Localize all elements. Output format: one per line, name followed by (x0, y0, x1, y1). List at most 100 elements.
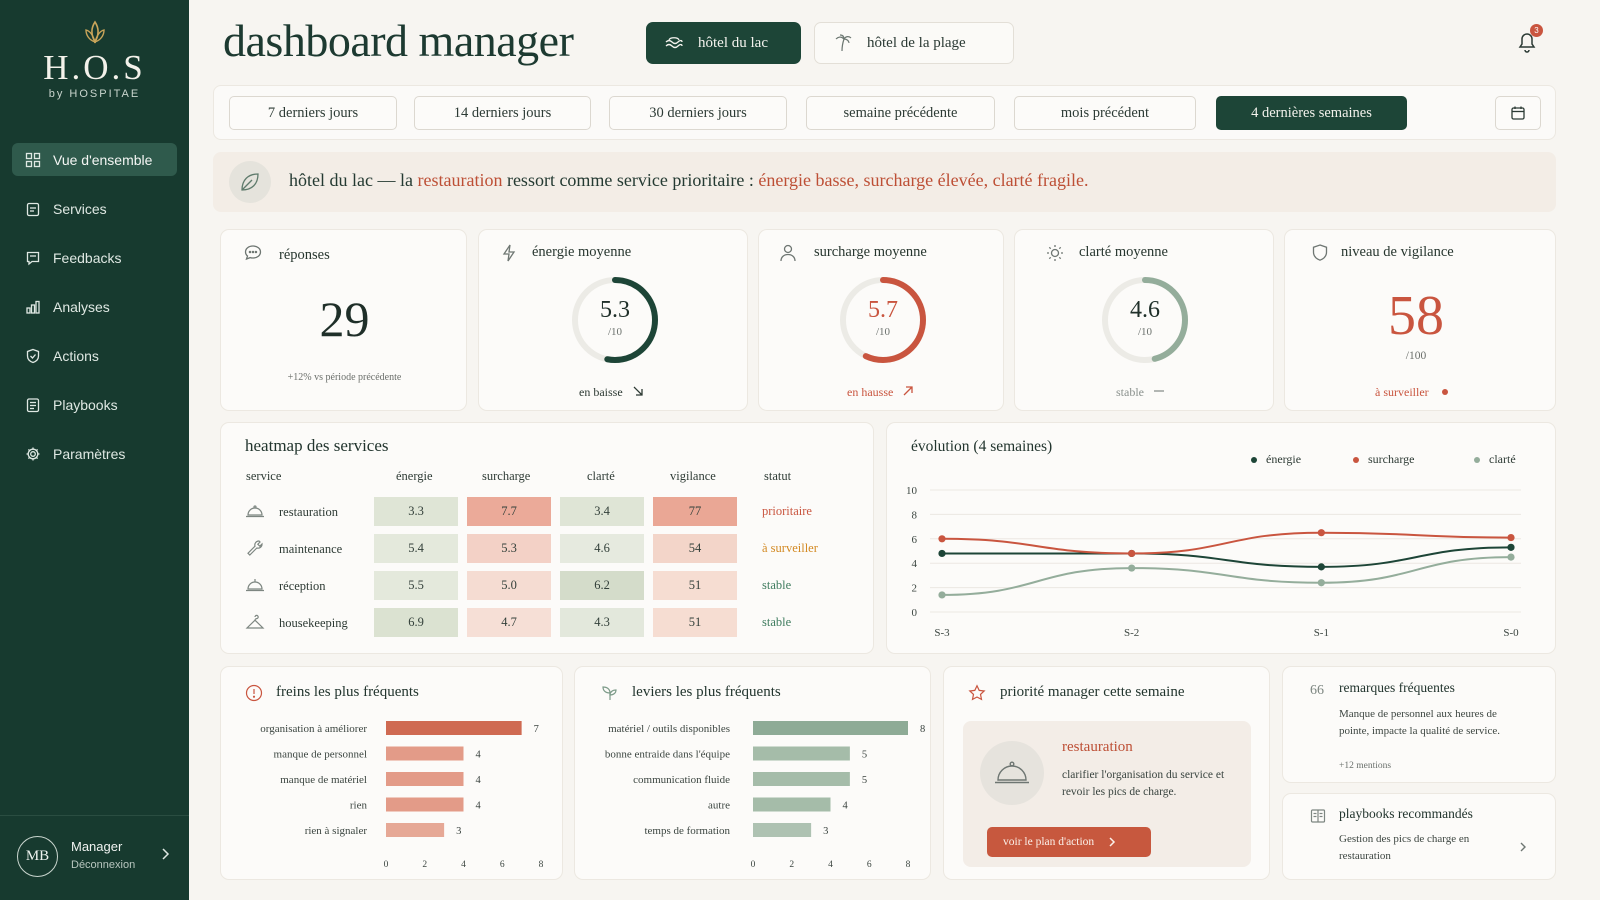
sprout-icon (602, 686, 617, 700)
remarks-mentions: +12 mentions (1339, 761, 1392, 771)
clarity-denominator: /10 (1137, 326, 1153, 338)
gauge-fill (840, 277, 926, 363)
energy-cell: 5.4 (374, 534, 458, 563)
bar-value-label: 5 (862, 775, 867, 786)
banner-service: restauration (417, 170, 503, 190)
wrench-icon (247, 540, 263, 556)
shield-icon (1312, 244, 1328, 261)
sidebar-item-settings[interactable]: Paramètres (12, 437, 177, 470)
remarks-text: Manque de personnel aux heures de pointe… (1339, 708, 1500, 737)
x-tick-label: 0 (751, 860, 756, 870)
heatmap-header-energy: énergie (396, 469, 433, 483)
data-point (1317, 563, 1325, 571)
bar (753, 721, 908, 735)
hotel-button-lac[interactable]: hôtel du lac (646, 22, 801, 64)
bar (753, 772, 850, 786)
chevron-right-icon[interactable] (160, 847, 170, 861)
lotus-logo-icon (84, 20, 105, 44)
alert-circle-icon (245, 684, 263, 702)
period-selector: 7 derniers jours 14 derniers jours 30 de… (213, 85, 1556, 140)
sidebar-item-overview[interactable]: Vue d'ensemble (12, 143, 177, 176)
evolution-title: évolution (4 semaines) (911, 438, 1053, 455)
gauge-fill (572, 277, 658, 363)
action-plan-label: voir le plan d'action (1003, 836, 1095, 848)
sidebar-item-feedbacks[interactable]: Feedbacks (12, 241, 177, 274)
levers-card: leviers les plus fréquents matériel / ou… (574, 666, 931, 880)
sidebar-item-services[interactable]: Services (12, 192, 177, 225)
kpi-card-responses: réponses 29 +12% vs période précédente (220, 229, 467, 411)
calendar-button[interactable] (1495, 96, 1541, 130)
y-tick-label: 0 (912, 607, 918, 619)
series-line-énergie (942, 546, 1512, 568)
period-14-days[interactable]: 14 derniers jours (414, 96, 591, 130)
bar (386, 772, 464, 786)
bar-value-label: 3 (456, 826, 461, 837)
vigilance-status: à surveiller (1375, 385, 1448, 400)
levers-bar-chart: matériel / outils disponibles 8 bonne entr… (605, 721, 925, 870)
action-plan-button[interactable]: voir le plan d'action (987, 827, 1151, 857)
data-point (1507, 553, 1515, 561)
clarity-cell: 4.3 (560, 608, 644, 637)
playbooks-card[interactable]: playbooks recommandés Gestion des pics d… (1282, 793, 1556, 880)
vigilance-denominator: /100 (1405, 350, 1427, 362)
priority-card: priorité manager cette semaine restaurat… (943, 666, 1270, 880)
energy-gauge (572, 277, 658, 363)
hotel-button-plage[interactable]: hôtel de la plage (814, 22, 1014, 64)
barriers-card: freins les plus fréquents organisation à… (220, 666, 563, 880)
kpi-card-vigilance: niveau de vigilance 58 /100 à surveiller (1284, 229, 1556, 411)
period-previous-week[interactable]: semaine précédente (806, 96, 995, 130)
banner-highlights: énergie basse, surcharge élevée, clarté … (758, 170, 1089, 190)
bar-category-label: manque de personnel (274, 749, 367, 761)
sidebar-item-actions[interactable]: Actions (12, 339, 177, 372)
profile-menu[interactable]: MB Manager Déconnexion (0, 815, 189, 900)
bell-icon[interactable] (1516, 30, 1538, 54)
logout-link[interactable]: Déconnexion (71, 859, 136, 871)
vigilance-cell: 51 (653, 608, 737, 637)
x-tick-label: 4 (828, 860, 833, 870)
overload-cell: 5.3 (467, 534, 551, 563)
grid-icon (25, 152, 41, 167)
sun-icon (1047, 245, 1063, 261)
kpi-label: énergie moyenne (532, 244, 632, 260)
overload-trend-label: en hausse (847, 385, 894, 399)
playbooks-text: Gestion des pics de charge en restaurati… (1339, 833, 1470, 862)
vigilance-cell: 54 (653, 534, 737, 563)
table-row[interactable]: réception 5.5 5.0 6.2 51 stable (221, 571, 861, 601)
sidebar-item-playbooks[interactable]: Playbooks (12, 388, 177, 421)
data-point (1507, 533, 1515, 542)
logo-title: H.O.S (43, 48, 146, 87)
priority-description: clarifier l'organisation du service et r… (1062, 769, 1225, 798)
table-row[interactable]: housekeeping 6.9 4.7 4.3 51 stable (221, 608, 861, 638)
y-tick-label: 10 (906, 485, 918, 497)
chevron-right-icon[interactable] (1519, 841, 1527, 853)
bar-value-label: 4 (476, 801, 482, 812)
bar-chart-icon (26, 300, 40, 314)
calendar-icon (1511, 106, 1525, 120)
bar-category-label: temps de formation (644, 825, 730, 837)
cloche-icon (995, 761, 1029, 784)
bar-category-label: rien (350, 800, 368, 812)
shield-check-icon (26, 348, 40, 363)
x-tick-label: 2 (422, 860, 427, 870)
status-dot (1441, 389, 1448, 395)
period-7-days[interactable]: 7 derniers jours (229, 96, 397, 130)
period-30-days[interactable]: 30 derniers jours (609, 96, 787, 130)
sidebar-item-analyses[interactable]: Analyses (12, 290, 177, 323)
table-row[interactable]: maintenance 5.4 5.3 4.6 54 à surveiller (221, 534, 861, 564)
period-previous-month[interactable]: mois précédent (1014, 96, 1196, 130)
kpi-card-clarity: clarté moyenne 4.6 /10 stable (1014, 229, 1274, 411)
notification-badge: 3 (1530, 24, 1543, 37)
playbooks-title: playbooks recommandés (1339, 806, 1473, 821)
legend-label: clarté (1489, 452, 1516, 466)
overload-denominator: /10 (875, 326, 891, 338)
table-row[interactable]: restauration 3.3 7.7 3.4 77 prioritaire (221, 497, 861, 527)
data-point (1317, 579, 1325, 587)
sidebar-item-label: Paramètres (53, 445, 126, 462)
cloche-icon-circle (980, 741, 1044, 805)
period-last-4-weeks[interactable]: 4 dernières semaines (1216, 96, 1407, 130)
x-tick-label: S-1 (1314, 627, 1329, 639)
book-open-icon (1310, 809, 1326, 823)
clarity-value: 4.6 (1130, 297, 1160, 323)
lightning-icon (502, 244, 516, 262)
banner-middle: ressort comme service prioritaire : (502, 170, 759, 190)
